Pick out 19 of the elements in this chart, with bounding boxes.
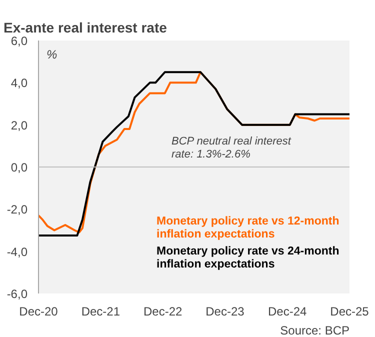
text: Monetary policy rate vs 12-month inflation expectations [156, 216, 340, 241]
chart-title: Ex-ante real interest rate [4, 20, 168, 36]
text: Monetary policy rate vs 24-month inflation expectations [156, 246, 340, 271]
y-tick-label: 2,0 [10, 118, 28, 132]
y-tick-label: -2,0 [6, 202, 28, 217]
x-tick-label: Dec-24 [268, 304, 307, 318]
y-tick-label: 0,0 [10, 160, 28, 174]
x-tick-label: Dec-20 [19, 304, 58, 318]
annotation: BCP neutral real interest rate: 1.3%-2.6% [172, 136, 292, 161]
y-tick-label: 6,0 [10, 34, 28, 48]
y-tick-label: 4,0 [10, 76, 28, 90]
source-note: Source: BCP [280, 324, 350, 337]
y-tick-label: -6,0 [6, 287, 28, 301]
y-tick-label: -4,0 [6, 244, 28, 259]
y-axis-title: % [46, 48, 58, 62]
x-tick-label: Dec-21 [81, 304, 120, 318]
x-tick-label: Dec-25 [330, 304, 370, 318]
x-tick-label: Dec-22 [143, 304, 182, 318]
x-tick-label: Dec-23 [206, 304, 245, 318]
